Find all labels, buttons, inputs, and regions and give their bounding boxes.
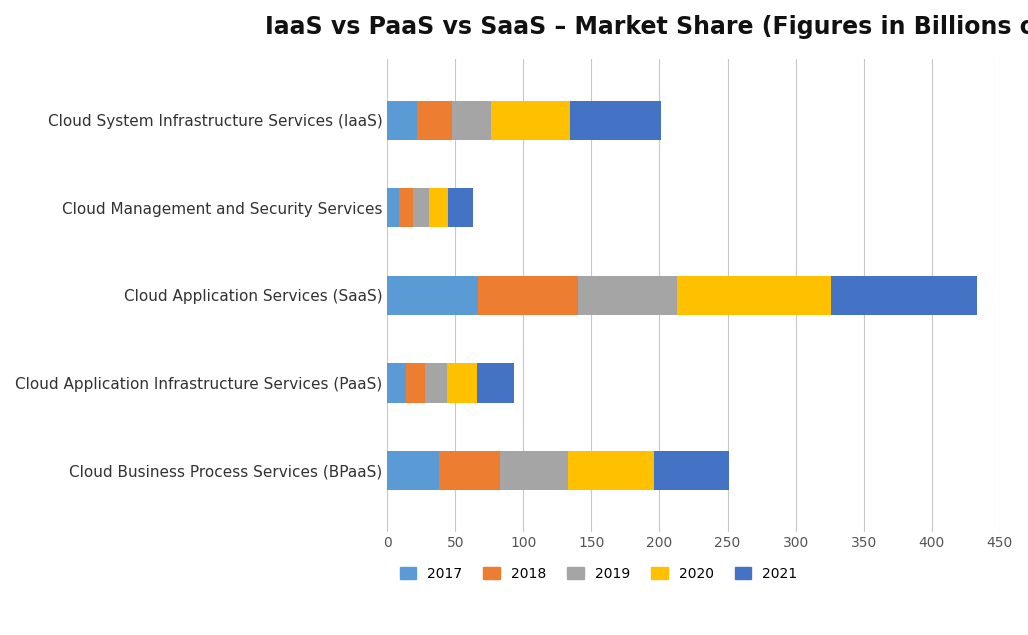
Bar [490,100,570,140]
Bar [677,276,831,315]
Bar [831,276,977,315]
Bar [430,188,448,227]
Bar [439,451,501,490]
Bar [406,363,426,403]
Bar [448,188,473,227]
Bar [478,276,578,315]
Bar [388,100,417,140]
Bar [388,188,399,227]
Bar [417,100,452,140]
Bar [447,363,477,403]
Title: IaaS vs PaaS vs SaaS – Market Share (Figures in Billions of USD): IaaS vs PaaS vs SaaS – Market Share (Fig… [265,15,1028,39]
Bar [654,451,729,490]
Bar [452,100,490,140]
Bar [388,363,406,403]
Bar [501,451,568,490]
Bar [578,276,677,315]
Bar [570,100,661,140]
Bar [413,188,430,227]
Legend: 2017, 2018, 2019, 2020, 2021: 2017, 2018, 2019, 2020, 2021 [394,561,803,586]
Bar [426,363,447,403]
Bar [388,276,478,315]
Bar [477,363,514,403]
Bar [388,451,439,490]
Bar [568,451,654,490]
Bar [399,188,413,227]
